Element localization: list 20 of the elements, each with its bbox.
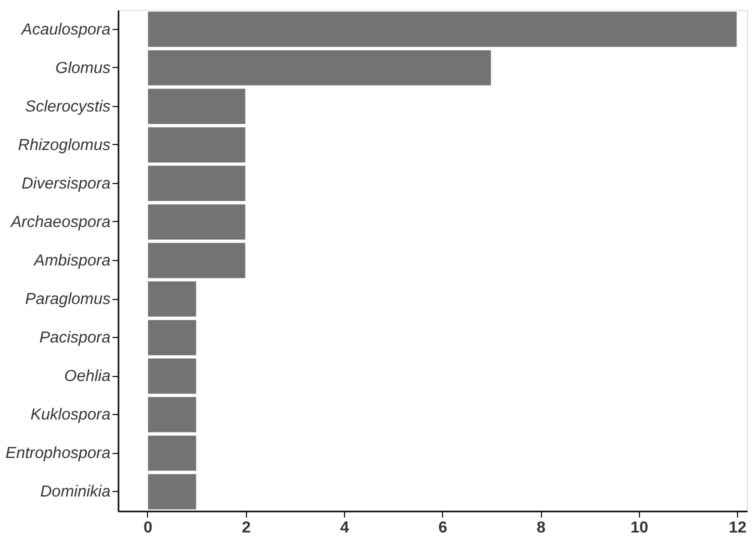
y-tick-label: Entrophospora [6, 445, 111, 462]
y-tick-label: Kuklospora [30, 406, 111, 424]
x-tick-label: 2 [242, 520, 251, 536]
y-tick-label: Oehlia [64, 368, 111, 386]
x-tick-label: 6 [438, 520, 448, 536]
y-tick-label: Acaulospora [20, 21, 111, 38]
x-tick-label: 8 [536, 520, 546, 536]
y-tick-label: Paraglomus [25, 291, 110, 308]
y-tick-label: Glomus [55, 60, 110, 77]
x-tick-label: 12 [728, 520, 747, 536]
y-tick-label: Diversispora [22, 175, 111, 192]
y-tick-label: Pacispora [39, 330, 111, 347]
y-tick-label: Archaeospora [10, 214, 111, 231]
y-tick-label: Sclerocystis [25, 98, 110, 116]
y-tick-label: Rhizoglomus [18, 136, 110, 154]
x-tick-label: 10 [630, 520, 648, 536]
x-tick-label: 4 [340, 520, 350, 536]
y-tick-label: Ambispora [33, 252, 111, 270]
x-tick-label: 0 [144, 520, 153, 536]
y-tick-label: Dominikia [40, 484, 111, 501]
